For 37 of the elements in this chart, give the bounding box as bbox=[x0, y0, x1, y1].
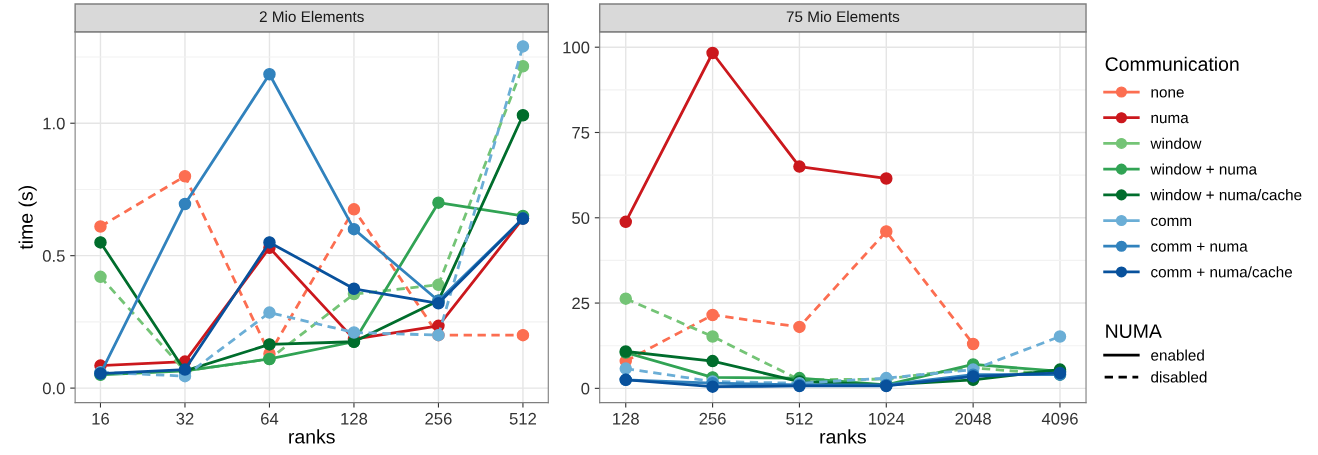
chart-title: 2 Mio Elements bbox=[259, 10, 364, 23]
y-tick-label: 1.0 bbox=[43, 117, 65, 130]
legend-label: comm bbox=[1151, 217, 1192, 227]
y-axis-title: time (s) bbox=[18, 186, 37, 250]
x-tick-label: 4096 bbox=[1041, 412, 1078, 425]
y-tick-label: 25 bbox=[572, 297, 590, 310]
x-tick-label: 256 bbox=[425, 412, 452, 425]
legend-label: window + numa bbox=[1150, 163, 1258, 175]
x-tick-label: 32 bbox=[176, 412, 194, 425]
x-tick-label: 512 bbox=[509, 412, 537, 425]
x-tick-label: 128 bbox=[613, 412, 639, 425]
text: enabled bbox=[1151, 349, 1204, 361]
y-tick-label: 75 bbox=[572, 127, 590, 139]
legend-label: none bbox=[1151, 89, 1184, 98]
chart-title: 75 Mio Elements bbox=[786, 10, 900, 23]
legend-label: window + numa/cache bbox=[1150, 189, 1302, 201]
y-tick-label: 50 bbox=[572, 212, 590, 224]
x-axis-title: ranks bbox=[289, 429, 335, 444]
text: disabled bbox=[1151, 371, 1207, 383]
legend-label: numa bbox=[1151, 114, 1189, 124]
x-tick-label: 2048 bbox=[955, 412, 991, 425]
x-tick-label: 128 bbox=[341, 412, 368, 425]
legend-title: Communication bbox=[1105, 56, 1239, 72]
text: NUMA bbox=[1106, 324, 1162, 338]
y-tick-label: 0.5 bbox=[42, 250, 65, 262]
x-tick-label: 64 bbox=[261, 412, 279, 425]
legend-label: window bbox=[1150, 137, 1202, 149]
x-tick-label: 16 bbox=[92, 412, 110, 425]
legend-label: comm + numa bbox=[1151, 242, 1248, 252]
y-tick-label: 100 bbox=[563, 41, 590, 54]
x-axis-title: ranks bbox=[820, 429, 866, 444]
y-tick-label: 0.0 bbox=[42, 382, 65, 395]
y-tick-label: 0 bbox=[581, 382, 590, 395]
x-tick-label: 256 bbox=[699, 412, 726, 425]
x-tick-label: 1024 bbox=[869, 412, 905, 425]
x-tick-label: 512 bbox=[786, 412, 813, 425]
legend-label: comm + numa/cache bbox=[1151, 266, 1293, 278]
